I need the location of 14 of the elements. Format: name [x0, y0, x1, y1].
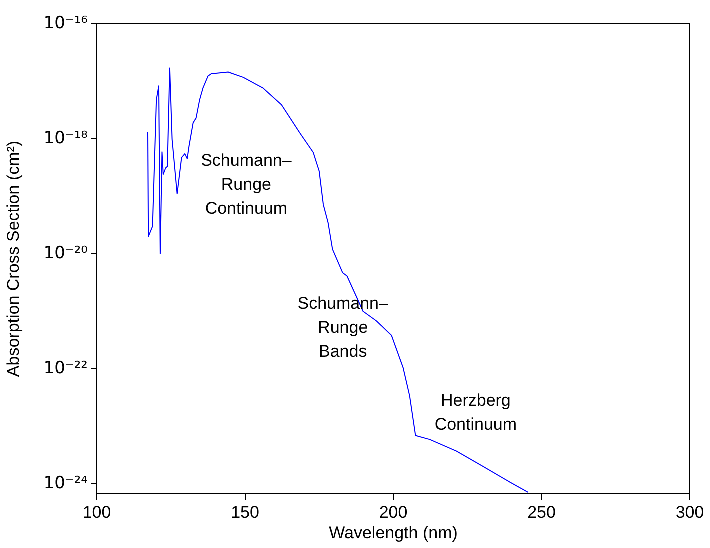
y-tick-label: 10⁻²⁴ [44, 473, 88, 494]
x-tick-label: 150 [231, 502, 260, 522]
x-tick-label: 250 [528, 502, 556, 522]
y-tick-label: 10⁻²⁰ [44, 243, 88, 264]
x-axis-title: Wavelength (nm) [329, 523, 458, 542]
x-tick-label: 100 [82, 502, 112, 522]
annotation: Herzberg Continuum [434, 390, 518, 434]
x-tick-label: 300 [676, 502, 704, 522]
annotation: Schumann– Runge Continuum [201, 150, 292, 218]
x-tick-label: 200 [379, 502, 408, 522]
y-tick-label: 10⁻¹⁶ [44, 13, 88, 34]
y-tick-label: 10⁻²² [44, 358, 88, 378]
y-tick-label: 10⁻¹⁸ [44, 128, 88, 148]
y-axis-title: Absorption Cross Section (cm²) [4, 140, 23, 378]
